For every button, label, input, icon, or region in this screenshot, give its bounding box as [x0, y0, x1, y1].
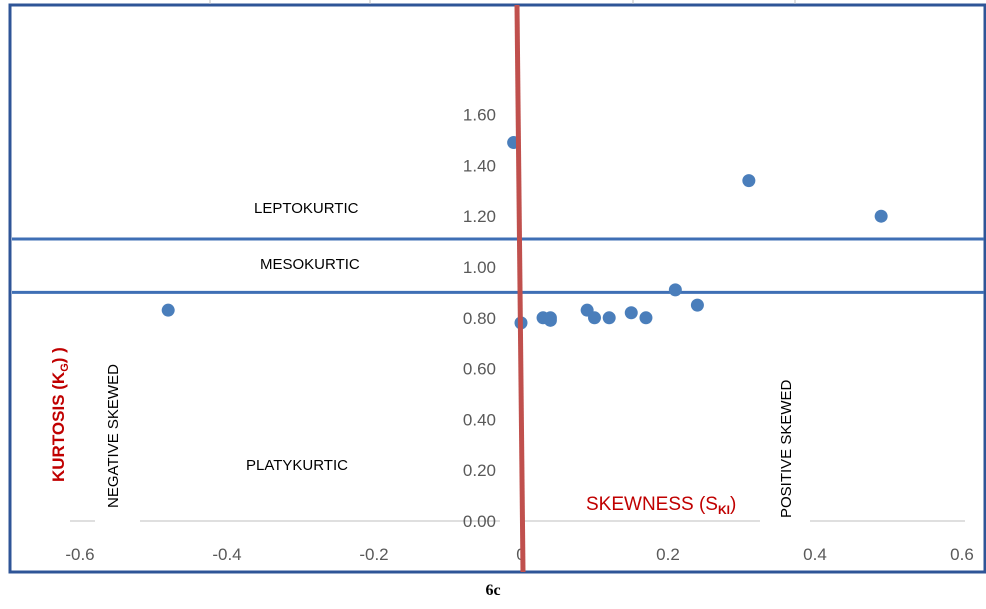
y-axis-title: KURTOSIS (KG) )	[49, 347, 71, 482]
positive-skewed-label: POSITIVE SKEWED	[778, 379, 795, 518]
data-point	[624, 306, 638, 320]
data-point	[690, 298, 704, 312]
data-point	[161, 303, 175, 317]
data-point	[668, 283, 682, 297]
data-point	[543, 311, 557, 325]
x-tick-label: -0.2	[359, 545, 388, 564]
y-tick-label: 0.00	[463, 512, 496, 531]
zero-skewness-line	[514, 4, 526, 573]
figure-caption: 6c	[485, 582, 501, 599]
platykurtic-label: PLATYKURTIC	[246, 457, 348, 474]
y-tick-label: 1.60	[463, 106, 496, 125]
leptokurtic-label: LEPTOKURTIC	[254, 200, 359, 217]
x-tick-label: 0.4	[803, 545, 827, 564]
data-point	[639, 311, 653, 325]
y-tick-labels: 0.00 0.20 0.40 0.60 0.80 1.00 1.20 1.40 1.60	[463, 106, 496, 531]
chart-border	[8, 3, 986, 574]
y-axis-title-suffix: ) )	[49, 347, 68, 363]
data-point	[602, 311, 616, 325]
y-axis-title-subscript: G	[59, 363, 71, 372]
data-point	[874, 209, 888, 223]
negative-skewed-label: NEGATIVE SKEWED	[105, 364, 122, 508]
x-axis-title: SKEWNESS (SKI)	[586, 494, 736, 517]
y-tick-label: 0.40	[463, 410, 496, 429]
y-tick-label: 0.20	[463, 461, 496, 480]
zero-skewness-line-stroke	[514, 4, 526, 573]
data-point	[742, 174, 756, 188]
data-point	[588, 311, 601, 325]
x-axis-title-subscript: KI	[718, 503, 730, 517]
x-tick-label: 0.2	[656, 545, 680, 564]
y-tick-label: 1.40	[463, 156, 496, 175]
y-tick-label: 1.00	[463, 258, 496, 277]
y-tick-label: 0.60	[463, 360, 496, 379]
x-tick-label: 0.6	[950, 545, 974, 564]
top-tick-marks	[209, 0, 796, 4]
mesokurtic-label: MESOKURTIC	[260, 256, 360, 273]
x-axis-title-suffix: )	[730, 494, 736, 515]
x-tick-label: -0.6	[65, 545, 94, 564]
y-tick-label: 1.20	[463, 207, 496, 226]
kurtosis-boundary-lines	[12, 237, 984, 294]
y-tick-label: 0.80	[463, 309, 496, 328]
x-tick-label: -0.4	[212, 545, 241, 564]
